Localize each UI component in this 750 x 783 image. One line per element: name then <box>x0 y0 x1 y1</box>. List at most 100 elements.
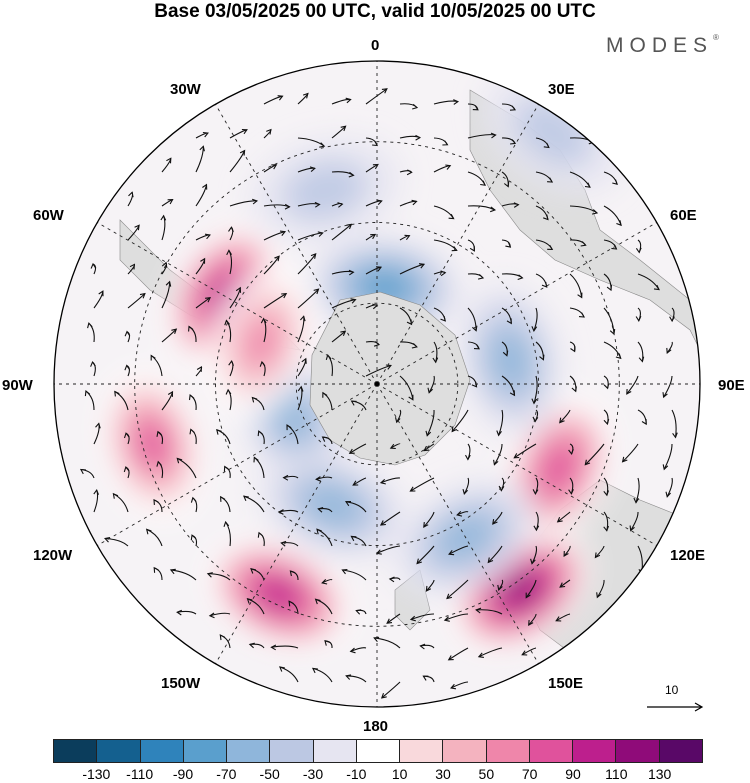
wind-arrowhead <box>344 501 352 507</box>
wind-arrowhead <box>282 474 289 481</box>
wind-arrowhead <box>241 128 248 135</box>
colorbar-swatch <box>97 739 141 763</box>
wind-streamline <box>428 375 435 393</box>
wind-streamline <box>666 477 673 497</box>
wind-arrowhead <box>450 683 457 690</box>
wind-arrowhead <box>150 354 156 361</box>
wind-arrowhead <box>242 495 249 502</box>
anomaly-contour <box>539 444 578 493</box>
wind-streamline <box>595 545 605 558</box>
lon-label-60e: 60E <box>670 207 697 224</box>
lon-label-150w: 150W <box>161 675 201 692</box>
wind-streamline <box>365 364 392 377</box>
colorbar-tick-label: -110 <box>126 766 154 782</box>
wind-arrowhead <box>309 166 316 173</box>
wind-arrowhead <box>502 350 509 357</box>
wind-arrowhead <box>419 643 426 650</box>
wind-arrowhead <box>381 88 388 94</box>
colorbar-tick-label: 90 <box>565 766 581 782</box>
wind-arrowhead <box>547 177 554 183</box>
wind-streamline <box>487 545 503 563</box>
wind-arrowhead <box>188 325 194 332</box>
wind-arrowhead <box>584 182 591 188</box>
wind-arrowhead <box>248 642 255 649</box>
wind-streamline <box>425 579 435 592</box>
wind-arrowhead <box>84 390 91 397</box>
wind-arrowhead <box>139 292 146 299</box>
wind-arrowhead <box>266 128 272 135</box>
wind-arrowhead <box>235 286 242 293</box>
wind-arrowhead <box>310 253 317 259</box>
wind-streamline <box>531 545 538 564</box>
wind-streamline <box>350 647 367 652</box>
wind-arrowhead <box>206 572 213 578</box>
wind-arrowhead <box>286 424 292 431</box>
wind-arrowhead <box>635 247 642 254</box>
wind-streamline <box>528 613 537 626</box>
wind-arrowhead <box>200 257 206 264</box>
wind-arrowhead <box>279 230 287 236</box>
wind-arrowhead <box>451 426 458 433</box>
wind-arrowhead <box>337 202 344 208</box>
anomaly-contour <box>283 160 368 221</box>
wind-streamline <box>533 307 538 332</box>
wind-arrowhead <box>153 498 159 505</box>
wind-arrowhead <box>246 598 253 604</box>
wind-arrowhead <box>409 615 416 622</box>
wind-arrowhead <box>596 592 602 599</box>
wind-arrowhead <box>315 476 322 482</box>
wind-arrowhead <box>124 364 131 371</box>
wind-arrowhead <box>394 417 401 424</box>
wind-streamline <box>476 609 503 615</box>
wind-streamline <box>331 223 352 241</box>
wind-arrowhead <box>388 576 395 583</box>
wind-arrowhead <box>284 203 291 210</box>
wind-arrowhead <box>160 214 167 221</box>
wind-arrowhead <box>145 528 152 535</box>
wind-arrowhead <box>440 315 446 322</box>
wind-arrowhead <box>379 520 386 526</box>
wind-arrowhead <box>226 249 232 256</box>
meridian-line <box>376 383 539 664</box>
wind-streamline <box>386 613 401 624</box>
chart-title: Base 03/05/2025 00 UTC, valid 10/05/2025… <box>154 1 596 22</box>
wind-arrowhead <box>559 582 566 588</box>
wind-arrowhead <box>532 416 539 423</box>
wind-arrowhead <box>472 105 479 111</box>
meridian-line <box>215 383 378 664</box>
meridian-line <box>376 383 657 546</box>
wind-arrowhead <box>199 145 205 152</box>
wind-arrowhead <box>521 650 528 656</box>
wind-streamline <box>209 612 231 617</box>
wind-arrowhead <box>471 381 478 388</box>
wind-arrowhead <box>373 636 380 643</box>
wind-arrowhead <box>635 315 642 322</box>
wind-arrowhead <box>216 428 222 435</box>
wind-arrowhead <box>513 453 520 459</box>
wind-arrowhead <box>153 566 159 573</box>
wind-streamline <box>663 375 673 398</box>
wind-arrowhead <box>98 290 104 297</box>
wind-arrowhead <box>611 244 618 250</box>
wind-arrowhead <box>432 357 439 364</box>
wind-arrowhead <box>225 388 232 395</box>
wind-arrowhead <box>134 224 140 231</box>
wind-arrowhead <box>176 457 183 464</box>
wind-vector-layer <box>79 88 678 699</box>
reference-vector-label: 10 <box>665 683 679 697</box>
wind-streamline <box>207 573 231 581</box>
colorbar-tick-label: 110 <box>605 766 628 782</box>
wind-arrowhead <box>228 226 234 233</box>
latitude-circle <box>295 302 459 466</box>
wind-arrowhead <box>530 558 536 565</box>
lon-label-180: 180 <box>363 718 389 735</box>
wind-arrowhead <box>196 366 202 372</box>
wind-arrowhead <box>176 609 183 616</box>
wind-arrowhead <box>487 557 494 564</box>
wind-arrowhead <box>505 242 512 248</box>
wind-arrowhead <box>415 134 422 141</box>
wind-arrowhead <box>311 667 318 674</box>
wind-arrowhead <box>568 489 574 495</box>
wind-arrowhead <box>259 360 266 367</box>
wind-arrowhead <box>350 535 357 542</box>
